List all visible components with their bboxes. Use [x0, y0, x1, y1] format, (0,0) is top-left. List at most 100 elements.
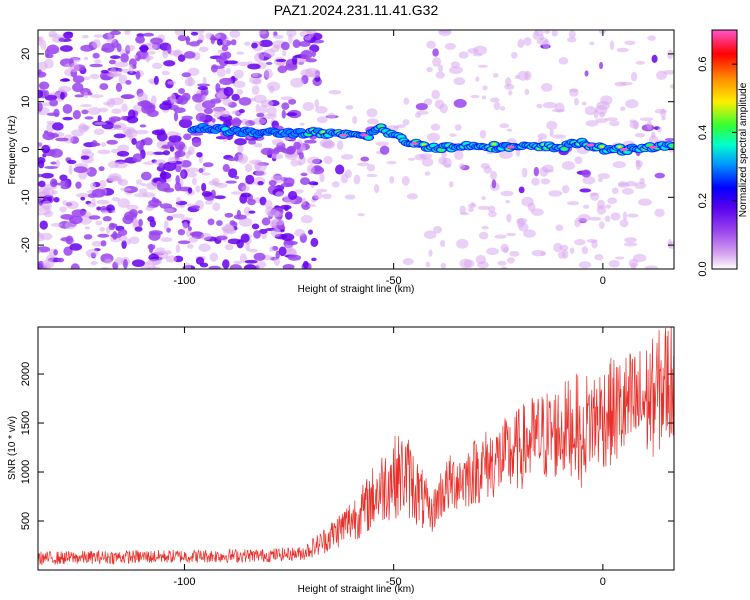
- heatmap-cell: [83, 76, 91, 81]
- heatmap-cell: [132, 153, 143, 163]
- heatmap-cell: [248, 140, 257, 145]
- heatmap-cell: [216, 220, 223, 226]
- heatmap-cell: [258, 228, 268, 235]
- heatmap-cell: [161, 144, 173, 149]
- heatmap-cell: [53, 196, 60, 203]
- heatmap-cell: [137, 210, 143, 214]
- heatmap-cell: [233, 260, 243, 265]
- heatmap-cell: [241, 185, 250, 192]
- heatmap-cell: [171, 213, 185, 219]
- heatmap-cell: [280, 96, 294, 101]
- heatmap-cell: [664, 138, 674, 142]
- heatmap-cell: [159, 102, 172, 111]
- heatmap-cell: [453, 98, 467, 108]
- heatmap-cell: [120, 94, 135, 100]
- heatmap-cell: [230, 39, 237, 46]
- heatmap-cell: [44, 94, 57, 101]
- heatmap-cell: [154, 198, 160, 204]
- heatmap-cell: [230, 191, 242, 195]
- heatmap-cell: [228, 168, 238, 179]
- heatmap-cell: [159, 171, 172, 180]
- heatmap-cell: [467, 203, 477, 208]
- heatmap-cell: [548, 190, 563, 197]
- heatmap-cell: [651, 54, 658, 63]
- heatmap-cell: [55, 159, 61, 168]
- heatmap-cell: [537, 133, 548, 140]
- heatmap-cell: [440, 262, 447, 269]
- heatmap-cell: [294, 189, 304, 194]
- heatmap-cell: [42, 131, 56, 141]
- heatmap-cell: [83, 91, 89, 99]
- heatmap-cell: [470, 94, 480, 99]
- heatmap-cell: [536, 37, 549, 46]
- heatmap-cell: [187, 167, 199, 173]
- heatmap-cell: [187, 244, 194, 249]
- heatmap-cell: [567, 37, 577, 43]
- heatmap-cell: [234, 138, 247, 146]
- heatmap-cell: [185, 35, 190, 46]
- heatmap-cell: [209, 252, 219, 262]
- heatmap-cell: [379, 145, 390, 155]
- heatmap-cell: [568, 30, 576, 39]
- heatmap-cell: [177, 54, 186, 62]
- heatmap-cell: [252, 78, 262, 85]
- heatmap-cell: [310, 237, 319, 247]
- heatmap-cell: [300, 215, 313, 224]
- heatmap-x-ticks: -100 -50 0: [173, 30, 606, 287]
- heatmap-cell: [238, 109, 245, 114]
- heatmap-cell: [110, 30, 121, 36]
- heatmap-cell: [438, 64, 444, 73]
- heatmap-cell: [140, 100, 151, 109]
- heatmap-cell: [111, 210, 116, 214]
- heatmap-cell: [240, 233, 250, 243]
- heatmap-cell: [594, 254, 604, 261]
- heatmap-cell: [224, 212, 234, 218]
- heatmap-cell: [177, 228, 186, 236]
- heatmap-cell: [97, 115, 102, 122]
- heatmap-cell: [251, 85, 260, 95]
- heatmap-cell: [126, 204, 139, 211]
- heatmap-cell: [421, 157, 434, 167]
- heatmap-cell: [493, 101, 501, 111]
- heatmap-cell: [176, 197, 181, 204]
- heatmap-cell: [646, 120, 652, 130]
- heatmap-cell: [319, 172, 325, 183]
- heatmap-cell: [423, 98, 433, 106]
- heatmap-cell: [225, 68, 231, 75]
- heatmap-cell: [555, 224, 564, 231]
- heatmap-cell: [505, 200, 510, 204]
- heatmap-cell: [122, 126, 136, 135]
- heatmap-cell: [336, 140, 344, 151]
- heatmap-cell: [280, 182, 294, 188]
- heatmap-cell: [128, 63, 134, 74]
- heatmap-cell: [238, 217, 253, 227]
- heatmap-cell: [254, 52, 265, 63]
- heatmap-cell: [43, 262, 51, 269]
- heatmap-cell: [298, 151, 304, 160]
- heatmap-cell: [218, 57, 229, 67]
- heatmap-cell: [229, 220, 236, 226]
- heatmap-cell: [181, 92, 191, 102]
- heatmap-cell: [244, 259, 258, 264]
- heatmap-cell: [124, 44, 136, 52]
- heatmap-cell: [71, 209, 85, 218]
- snr-y-tick-label: 2000: [20, 362, 32, 386]
- heatmap-cell: [308, 32, 314, 38]
- heatmap-cell: [307, 203, 317, 208]
- heatmap-cell: [667, 49, 674, 60]
- heatmap-cell: [73, 166, 88, 174]
- heatmap-cell: [551, 108, 566, 113]
- heatmap-cell: [225, 180, 237, 184]
- heatmap-cell: [128, 209, 138, 218]
- heatmap-cell: [207, 218, 215, 226]
- heatmap-cell: [169, 146, 175, 152]
- heatmap-cell: [230, 119, 243, 124]
- heatmap-cell: [299, 122, 305, 126]
- heatmap-cell: [91, 240, 104, 247]
- heatmap-cell: [241, 118, 249, 126]
- heatmap-cell: [183, 51, 196, 59]
- heatmap-cell: [277, 65, 288, 74]
- heatmap-cell: [607, 197, 618, 204]
- heatmap-cell: [109, 55, 121, 60]
